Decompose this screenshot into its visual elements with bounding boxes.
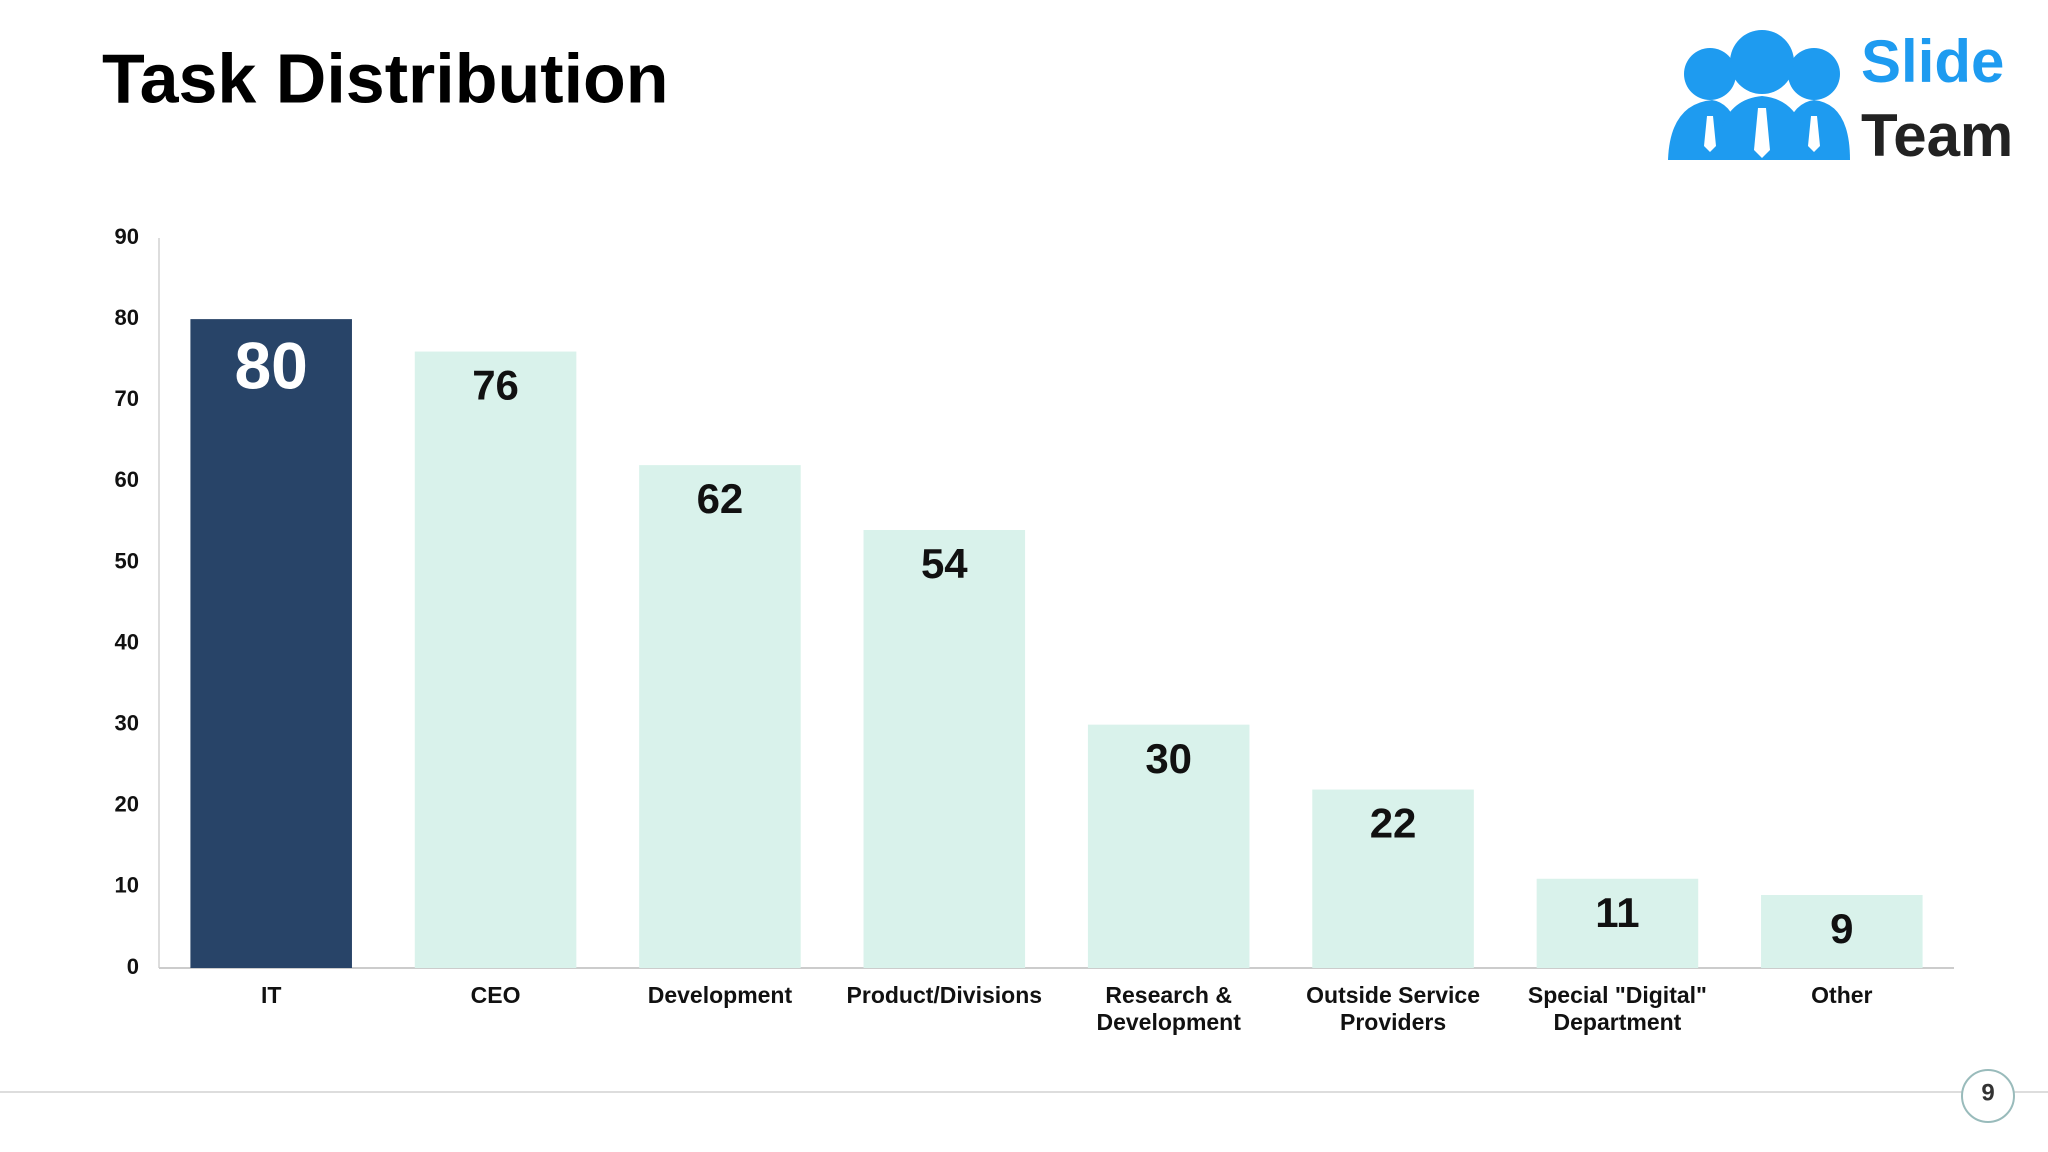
y-tick-label: 90	[115, 224, 139, 249]
page-number: 9	[1981, 1079, 1994, 1106]
x-tick-label: Other	[1811, 982, 1873, 1008]
x-tick-label: Research & Development	[1096, 982, 1241, 1035]
y-tick-label: 40	[115, 629, 139, 654]
y-tick-label: 70	[115, 386, 139, 411]
y-tick-label: 0	[127, 954, 139, 979]
value-label: 54	[921, 540, 968, 587]
chart-title: Task Distribution	[102, 39, 669, 117]
bar	[639, 465, 801, 968]
bar	[414, 351, 577, 968]
bar	[863, 530, 1026, 968]
value-label: 9	[1830, 905, 1853, 952]
logo-icon	[1668, 30, 1850, 160]
value-label: 62	[697, 475, 744, 522]
bar	[190, 319, 352, 969]
value-label: 80	[234, 329, 307, 403]
value-label: 22	[1370, 800, 1417, 847]
page-badge	[1961, 1069, 2015, 1123]
value-label: 30	[1145, 735, 1192, 782]
bar	[1087, 724, 1250, 968]
x-tick-label: CEO	[470, 982, 521, 1008]
value-label: 76	[472, 362, 519, 409]
bar	[1761, 895, 1923, 968]
x-tick-label: Outside Service Providers	[1306, 982, 1480, 1035]
y-tick-label: 60	[115, 467, 139, 492]
y-tick-label: 30	[115, 710, 139, 735]
y-tick-label: 50	[115, 548, 139, 573]
bar	[1536, 878, 1699, 968]
y-tick-label: 20	[115, 792, 139, 817]
y-tick-label: 80	[115, 305, 139, 330]
x-tick-label: IT	[260, 982, 282, 1008]
logo-text: Slide	[1861, 28, 2004, 95]
value-label: 11	[1595, 889, 1639, 936]
x-tick-label: Product/Divisions	[846, 982, 1043, 1008]
logo-text: Team	[1861, 102, 2013, 169]
y-tick-label: 10	[115, 873, 139, 898]
x-tick-label: Special "Digital" Department	[1527, 982, 1707, 1035]
x-tick-label: Development	[647, 982, 793, 1008]
bar	[1312, 789, 1474, 968]
